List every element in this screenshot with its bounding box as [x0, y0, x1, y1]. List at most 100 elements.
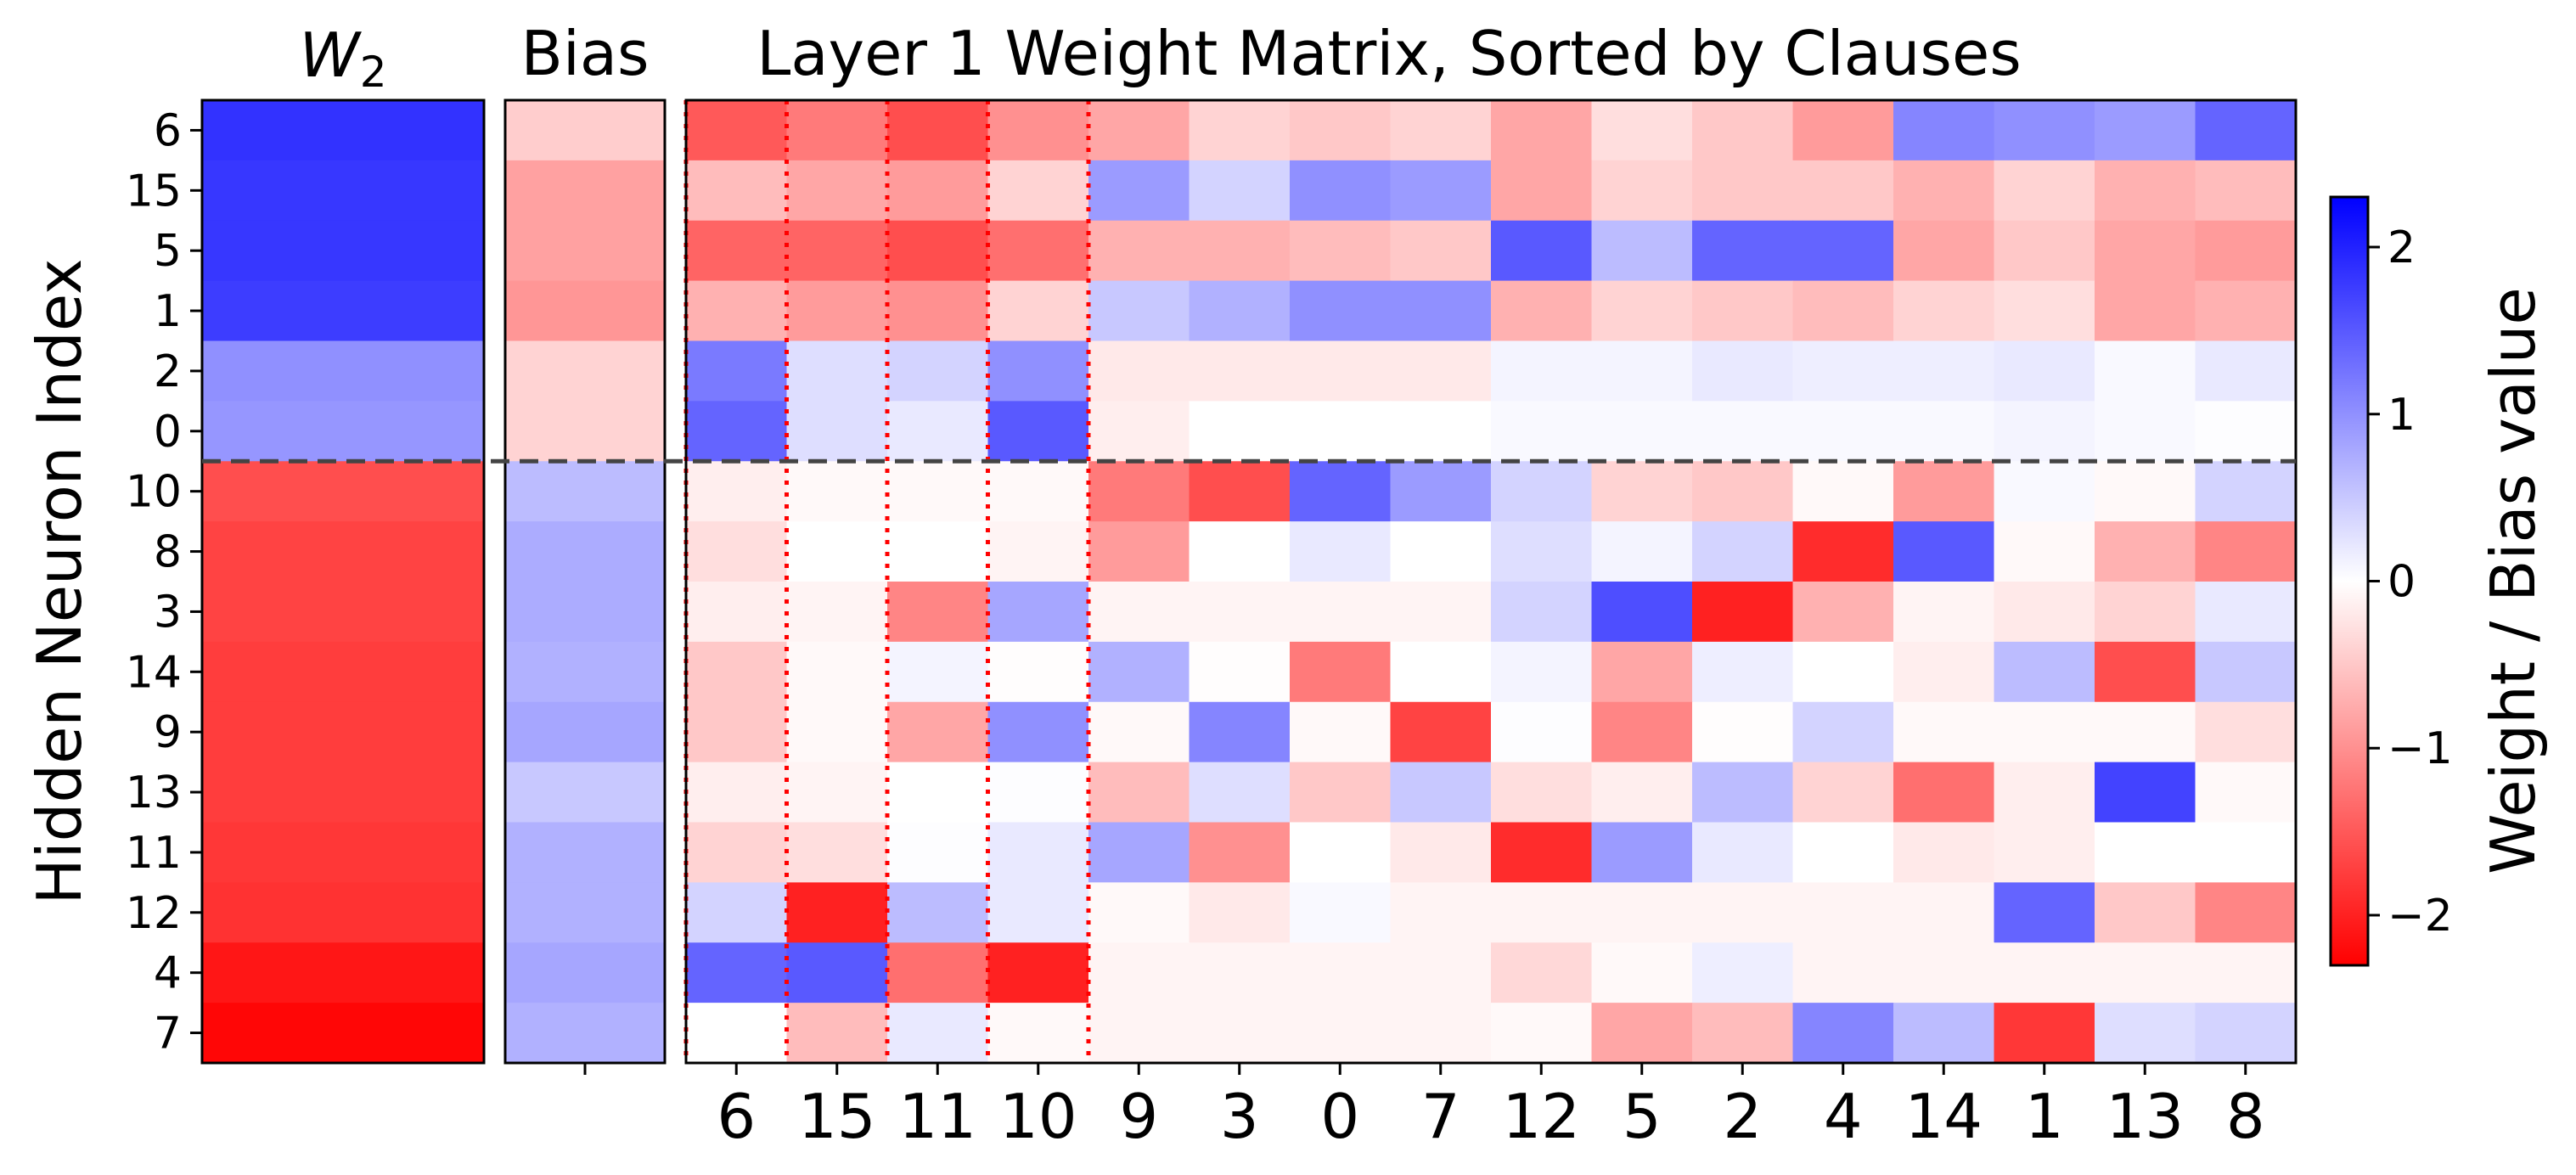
w2-panel-title: W2: [299, 20, 386, 97]
weight-cell: [2195, 582, 2297, 643]
weight-cell: [1591, 340, 1693, 402]
weight-cell: [2095, 280, 2196, 342]
bias-cell: [505, 882, 665, 943]
weight-cell: [987, 942, 1089, 1004]
weight-cell: [1692, 100, 1794, 161]
weight-cell: [1591, 641, 1693, 703]
y-tick-label: 3: [154, 587, 182, 638]
weight-cell: [1994, 1003, 2095, 1064]
weight-cell: [2095, 521, 2196, 582]
weight-cell: [2095, 1003, 2196, 1064]
weight-cell: [1893, 942, 1995, 1004]
weight-cell: [2195, 461, 2297, 522]
weight-cell: [987, 762, 1089, 824]
weight-cell: [1290, 340, 1392, 402]
weight-cell: [987, 641, 1089, 703]
weight-cell: [1692, 521, 1794, 582]
weight-cell: [1290, 582, 1392, 643]
weight-cell: [1893, 641, 1995, 703]
weight-cell: [1994, 882, 2095, 943]
weight-cell: [786, 521, 888, 582]
weight-cell: [1692, 401, 1794, 462]
bias-cell: [505, 521, 665, 582]
x-tick-label: 5: [1623, 1081, 1662, 1152]
weight-cell: [2095, 701, 2196, 763]
weight-cell: [786, 762, 888, 824]
weight-cell: [1792, 340, 1894, 402]
weight-cell: [1189, 160, 1291, 222]
weight-cell: [1088, 641, 1190, 703]
x-tick-label: 3: [1220, 1081, 1259, 1152]
weight-cell: [1491, 100, 1593, 161]
bias-cell: [505, 461, 665, 522]
weight-cell: [2195, 942, 2297, 1004]
weight-cell: [1390, 701, 1492, 763]
weight-cell: [1189, 461, 1291, 522]
y-tick-label: 8: [154, 527, 182, 578]
weight-cell: [1591, 1003, 1693, 1064]
y-tick-label: 5: [154, 226, 182, 277]
weight-cell: [786, 100, 888, 161]
weight-cell: [1390, 641, 1492, 703]
weight-cell: [1390, 340, 1492, 402]
x-tick-label: 6: [717, 1081, 756, 1152]
weight-cell: [686, 1003, 788, 1064]
y-tick-label: 0: [154, 407, 182, 458]
weight-cell: [1692, 762, 1794, 824]
weight-cell: [1591, 822, 1693, 883]
weight-cell: [686, 340, 788, 402]
weight-cell: [1290, 461, 1392, 522]
weight-cell: [1491, 762, 1593, 824]
w2-cell: [202, 762, 484, 824]
bias-cell: [505, 220, 665, 282]
weight-cell: [1591, 100, 1693, 161]
x-tick-label: 15: [798, 1081, 876, 1152]
bias-cell: [505, 280, 665, 342]
weight-cell: [1994, 401, 2095, 462]
weight-cell: [2095, 340, 2196, 402]
weight-cell: [1792, 100, 1894, 161]
weight-cell: [1491, 582, 1593, 643]
w2-cell: [202, 461, 484, 522]
weight-cell: [1692, 882, 1794, 943]
colorbar-tick-label: 2: [2388, 222, 2416, 273]
weight-cell: [686, 582, 788, 643]
weight-cell: [1189, 762, 1291, 824]
w2-cell: [202, 160, 484, 222]
weight-cell: [1390, 582, 1492, 643]
w2-cell: [202, 1003, 484, 1064]
weight-cell: [1390, 401, 1492, 462]
weight-cell: [887, 582, 989, 643]
bias-cell: [505, 582, 665, 643]
weight-cell: [1792, 762, 1894, 824]
w2-cell: [202, 521, 484, 582]
weight-cell: [1290, 160, 1392, 222]
weight-cell: [1491, 882, 1593, 943]
w2-cell: [202, 220, 484, 282]
weight-cell: [786, 220, 888, 282]
bias-panel-title: Bias: [520, 18, 649, 89]
weight-matrix-title: Layer 1 Weight Matrix, Sorted by Clauses: [756, 18, 2022, 89]
weight-cell: [1692, 942, 1794, 1004]
weight-cell: [887, 461, 989, 522]
x-tick-label: 0: [1320, 1081, 1359, 1152]
x-tick-label: 10: [999, 1081, 1077, 1152]
weight-cell: [987, 100, 1089, 161]
weight-cell: [786, 340, 888, 402]
x-tick-label: 9: [1119, 1081, 1158, 1152]
colorbar-tick-label: −2: [2388, 891, 2453, 942]
weight-cell: [1491, 822, 1593, 883]
weight-cell: [1591, 882, 1693, 943]
weight-cell: [1792, 822, 1894, 883]
weight-cell: [1290, 280, 1392, 342]
weight-cell: [1994, 280, 2095, 342]
weight-cell: [987, 220, 1089, 282]
w2-cell: [202, 942, 484, 1004]
weight-cell: [987, 521, 1089, 582]
weight-cell: [1088, 461, 1190, 522]
weight-cell: [686, 461, 788, 522]
weight-cell: [1893, 521, 1995, 582]
weight-cell: [1290, 641, 1392, 703]
